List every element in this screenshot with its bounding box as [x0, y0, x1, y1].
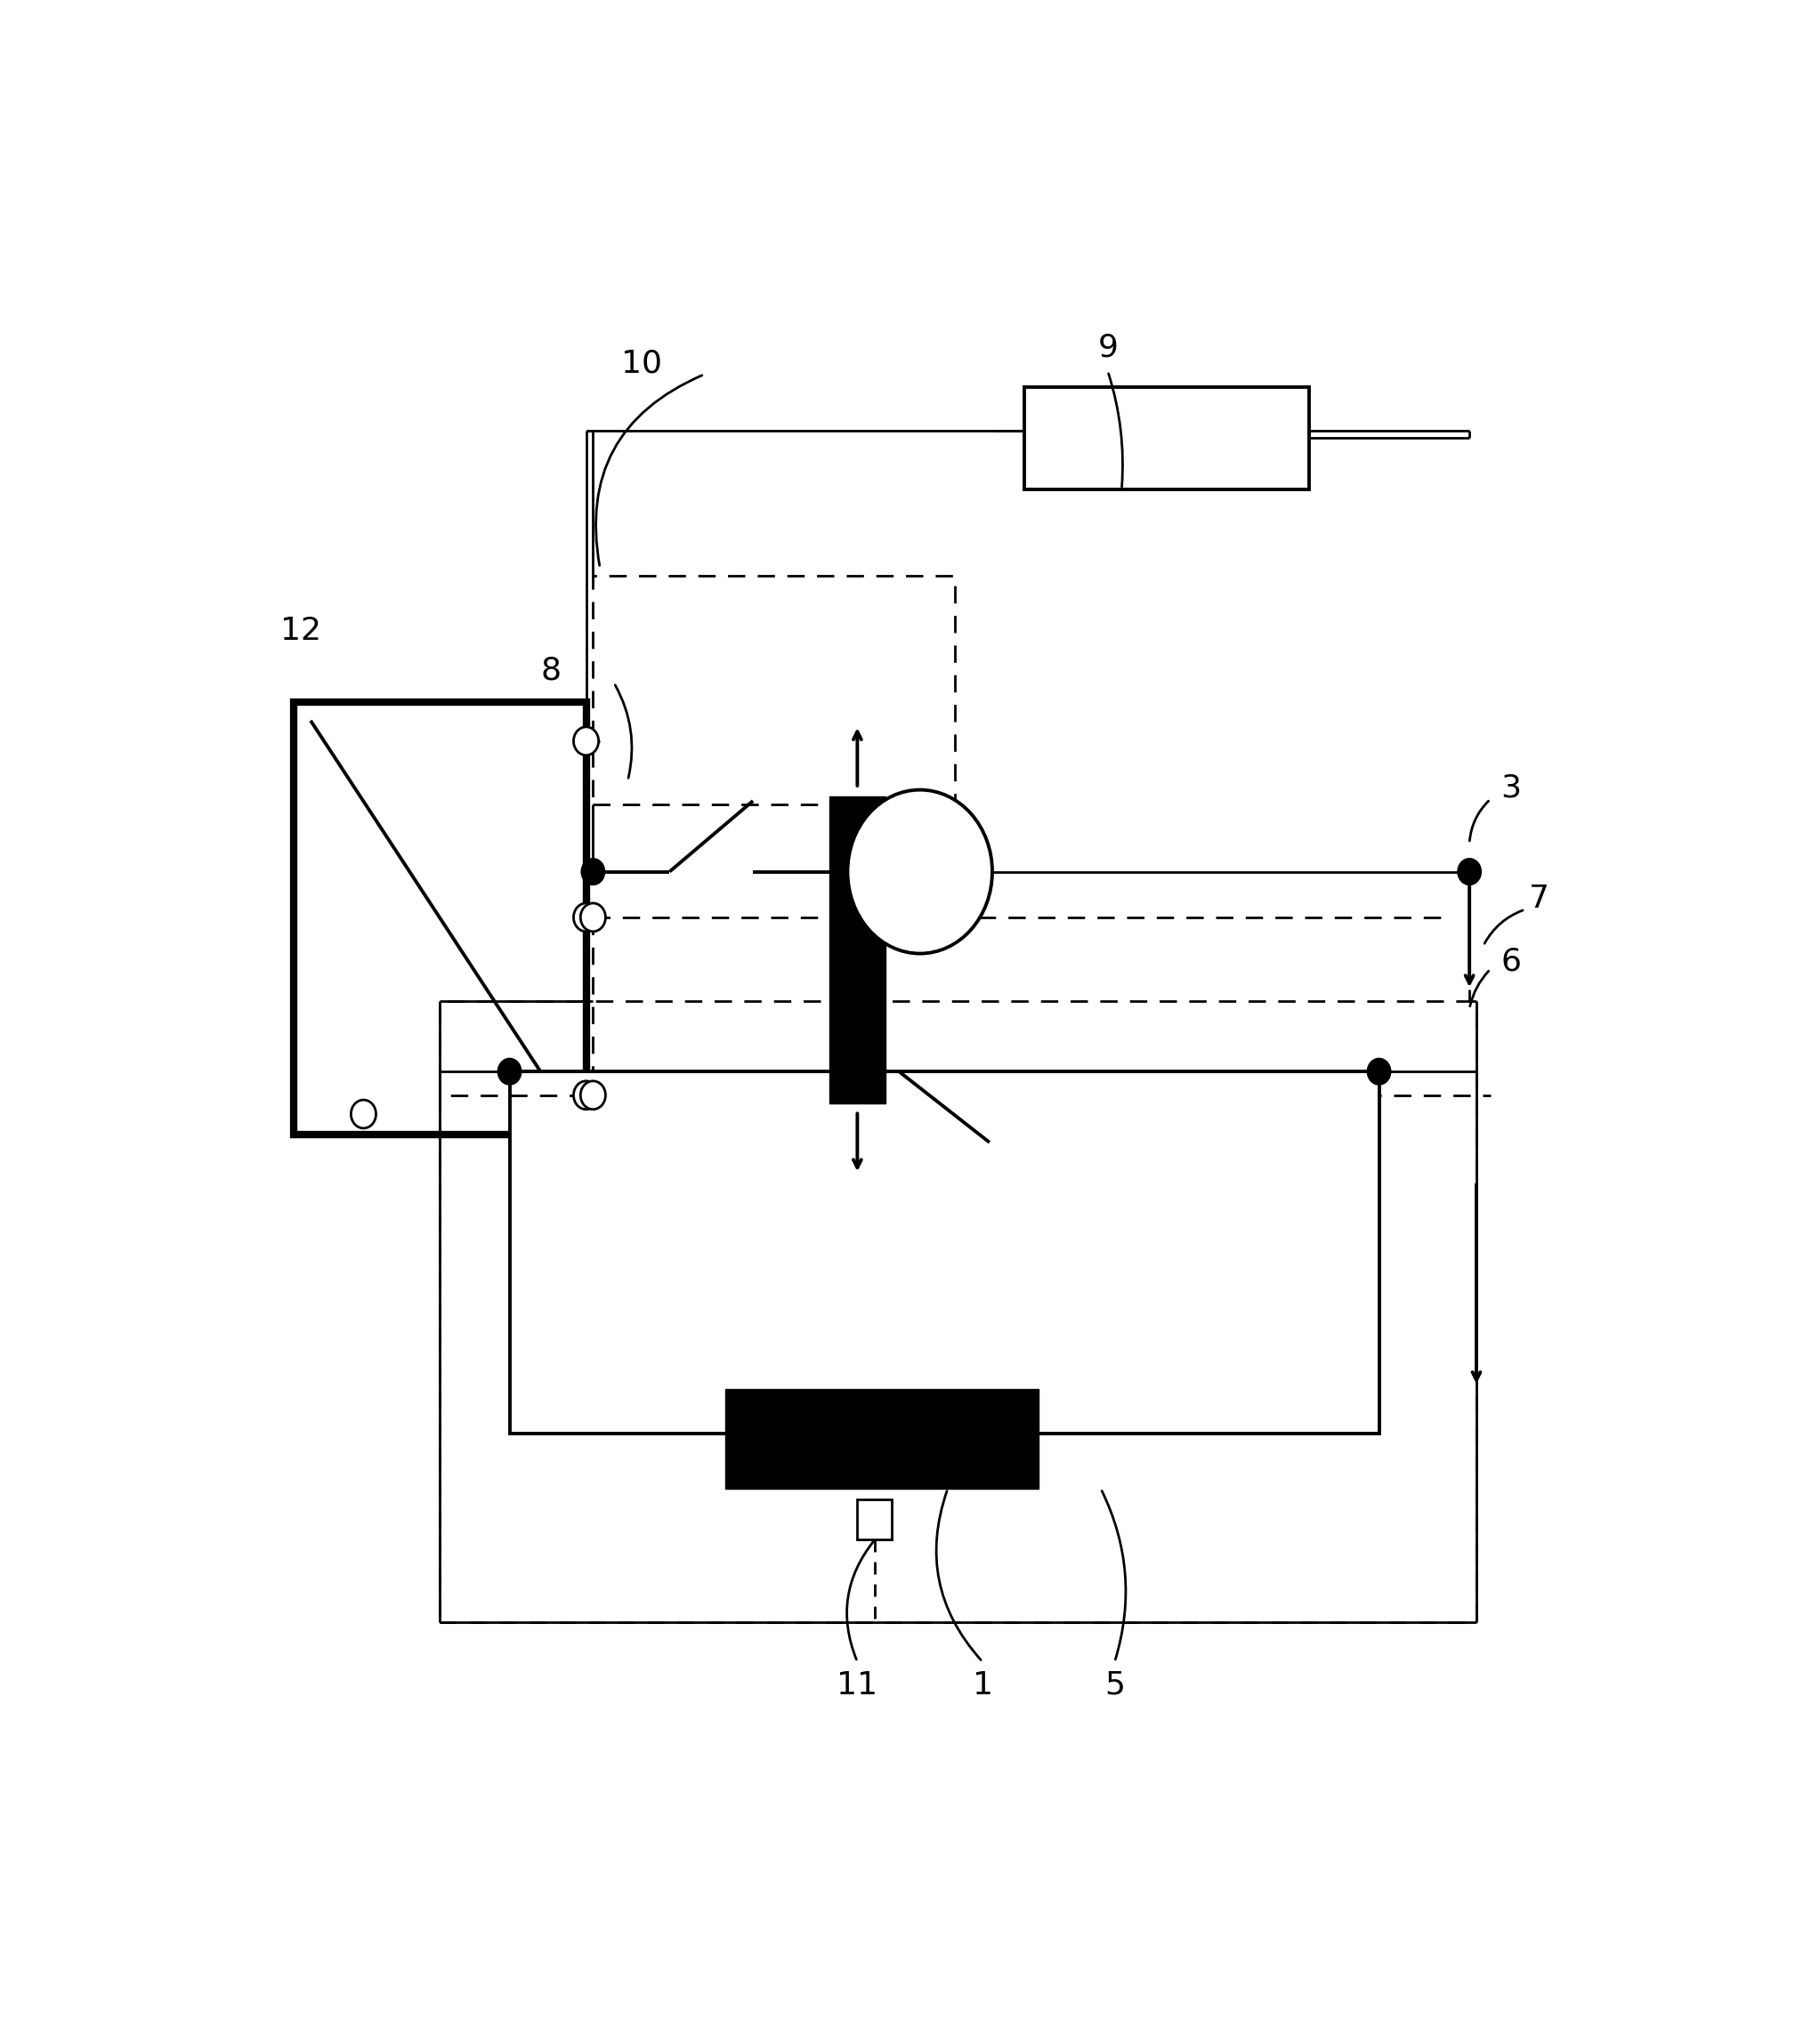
- Bar: [294, 701, 585, 1134]
- Circle shape: [352, 1100, 375, 1128]
- Text: 12: 12: [280, 615, 321, 646]
- Circle shape: [847, 789, 993, 955]
- Circle shape: [574, 1081, 598, 1110]
- Bar: [510, 1071, 1379, 1433]
- Bar: [1025, 386, 1310, 489]
- Text: 5: 5: [1104, 1670, 1125, 1701]
- Text: 1: 1: [973, 1670, 993, 1701]
- Circle shape: [580, 1081, 605, 1110]
- Circle shape: [580, 903, 605, 932]
- Circle shape: [1458, 858, 1481, 885]
- Bar: [440, 1002, 1475, 1623]
- Bar: [858, 1500, 892, 1539]
- Bar: [725, 1390, 1038, 1488]
- Bar: [592, 576, 955, 803]
- Text: 3: 3: [1501, 773, 1522, 803]
- Circle shape: [1368, 1059, 1389, 1083]
- Circle shape: [574, 728, 598, 754]
- Text: 8: 8: [540, 654, 562, 685]
- Text: 6: 6: [1501, 946, 1522, 977]
- Bar: [829, 797, 885, 1104]
- Text: 7: 7: [1529, 883, 1549, 914]
- Text: 11: 11: [836, 1670, 878, 1701]
- Circle shape: [582, 858, 605, 885]
- Circle shape: [574, 903, 598, 932]
- Text: 9: 9: [1097, 333, 1118, 362]
- Circle shape: [499, 1059, 521, 1083]
- Text: 10: 10: [621, 347, 662, 378]
